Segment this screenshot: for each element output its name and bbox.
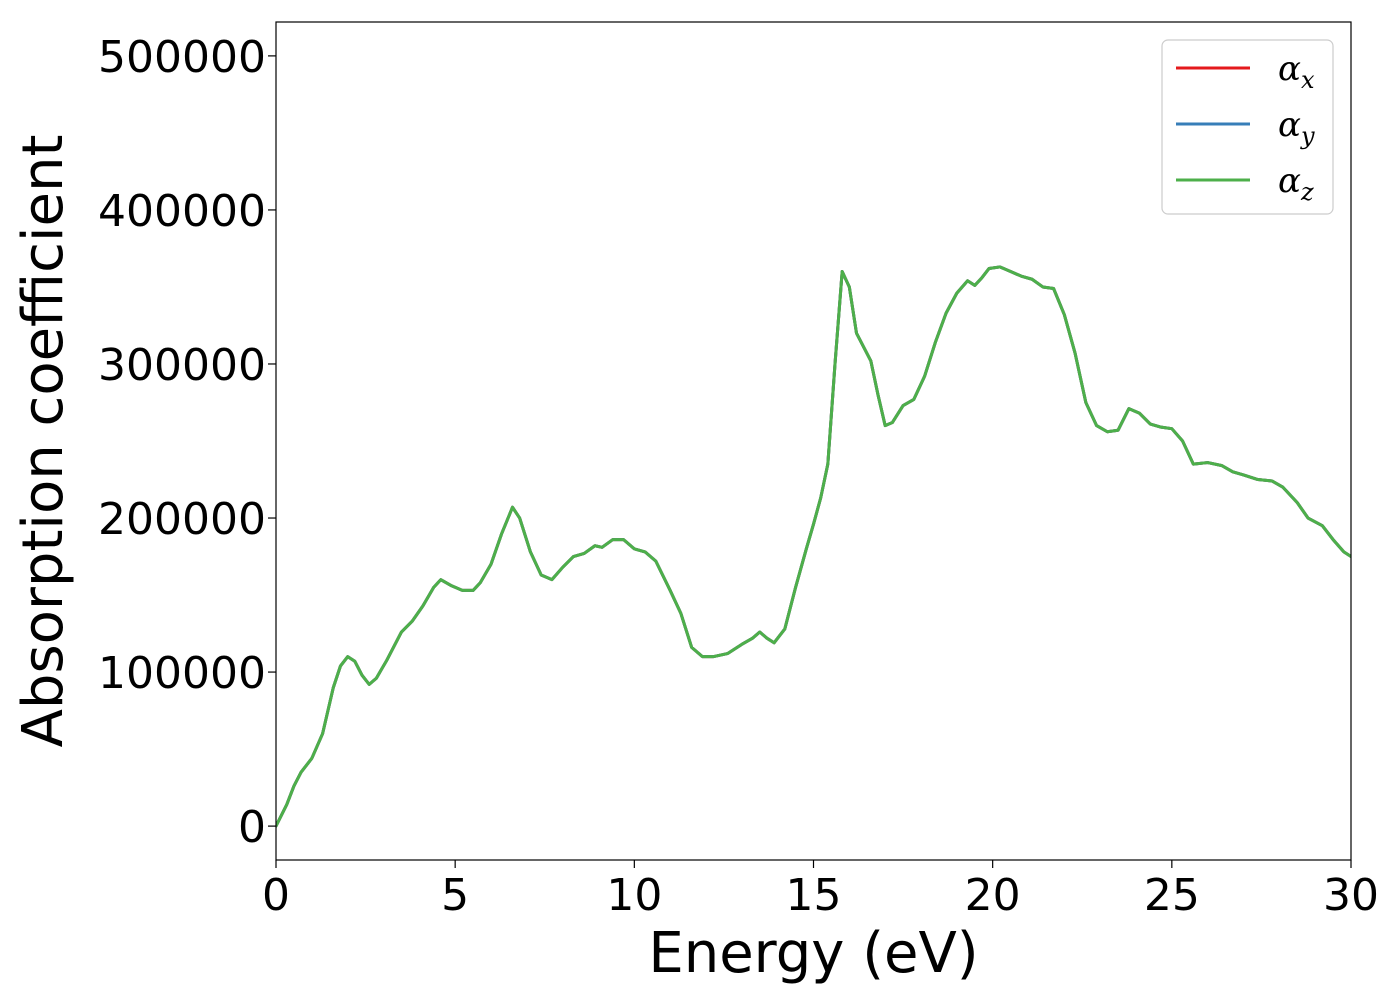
- y-tick-label: 100000: [98, 648, 266, 699]
- legend-label-y: αy: [1278, 105, 1315, 150]
- legend-label-x: αx: [1278, 49, 1315, 94]
- y-axis: 0 100000 200000 300000 400000 500000: [98, 32, 276, 853]
- y-tick-label: 500000: [98, 32, 266, 83]
- legend-box: [1161, 39, 1334, 215]
- legend: αx αy αz: [1161, 39, 1334, 215]
- y-tick-label: 400000: [98, 186, 266, 237]
- x-tick-label: 30: [1323, 870, 1379, 921]
- x-tick-label: 5: [441, 870, 469, 921]
- x-tick-label: 25: [1144, 870, 1200, 921]
- series-line-z: [276, 265, 1351, 828]
- y-axis-label: Absorption coefficient: [11, 135, 76, 748]
- x-tick-label: 20: [965, 870, 1021, 921]
- y-tick-label: 300000: [98, 340, 266, 391]
- series-line-y: [276, 265, 1351, 828]
- y-tick-label: 200000: [98, 494, 266, 545]
- x-axis: 0 5 10 15 20 25 30: [262, 860, 1379, 921]
- series-line-x: [276, 265, 1351, 828]
- x-axis-label: Energy (eV): [648, 921, 978, 986]
- legend-label-z: αz: [1278, 161, 1314, 206]
- y-tick-label: 0: [238, 802, 266, 853]
- x-tick-label: 0: [262, 870, 290, 921]
- x-tick-label: 10: [606, 870, 662, 921]
- x-tick-label: 15: [786, 870, 842, 921]
- series-layer: [276, 265, 1351, 828]
